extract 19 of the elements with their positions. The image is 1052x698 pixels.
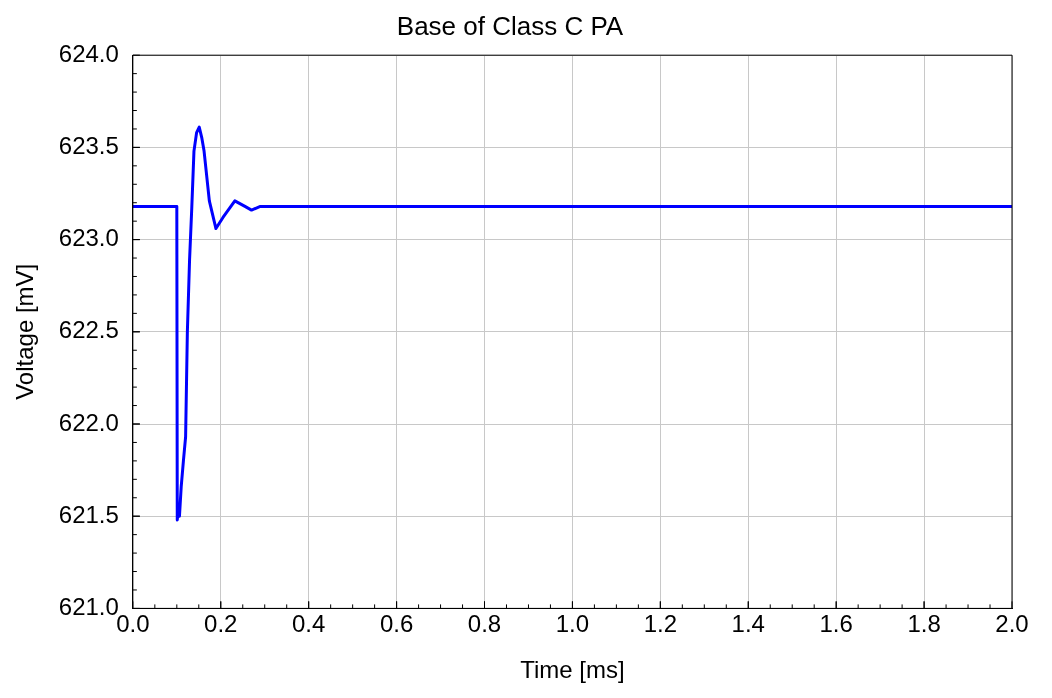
- x-tick-label: 0.4: [292, 610, 326, 638]
- y-tick-label: 623.0: [58, 224, 119, 252]
- y-tick-label: 622.5: [58, 316, 119, 344]
- x-axis-title: Time [ms]: [520, 656, 625, 684]
- y-tick-label: 622.0: [58, 408, 119, 436]
- y-axis-title: Voltage [mV]: [11, 263, 39, 400]
- x-tick-label: 1.2: [643, 610, 678, 638]
- x-tick-label: 0.2: [204, 610, 238, 638]
- x-tick-label: 1.8: [907, 610, 941, 638]
- x-tick-label: 1.0: [555, 610, 590, 638]
- x-tick-label: 0.6: [379, 610, 414, 638]
- y-tick-label: 624.0: [58, 39, 119, 67]
- y-tick-label: 621.5: [58, 500, 119, 528]
- x-tick-label: 1.4: [731, 610, 765, 638]
- x-tick-label: 0.8: [467, 610, 502, 638]
- chart-title: Base of Class C PA: [396, 10, 624, 41]
- y-tick-label: 623.5: [58, 132, 119, 160]
- x-tick-label: 1.6: [819, 610, 853, 638]
- x-tick-label: 2.0: [995, 610, 1029, 638]
